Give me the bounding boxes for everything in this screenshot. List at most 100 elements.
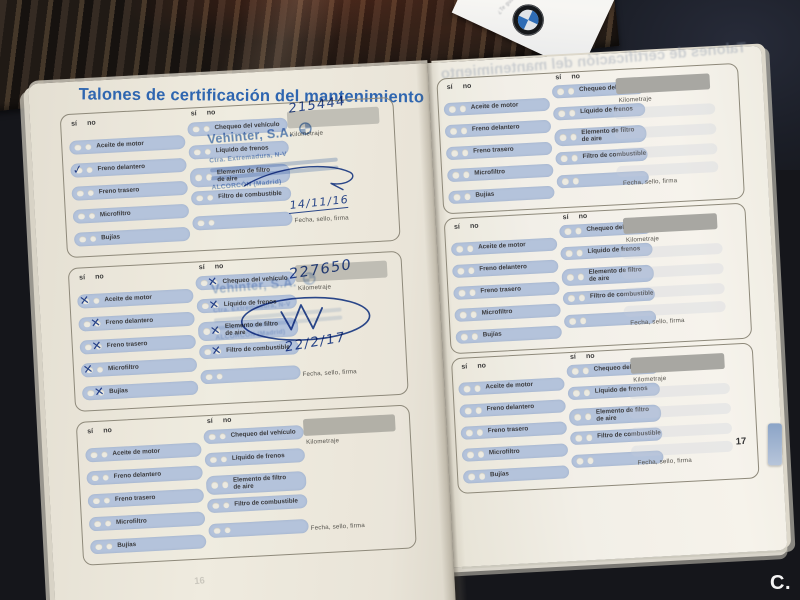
checkbox-circle-no <box>583 389 591 397</box>
item-label: Freno trasero <box>487 425 529 435</box>
bleedthrough-row <box>623 300 726 318</box>
date-seal-signature-label: Fecha, sello, firma <box>294 214 349 225</box>
checkbox-circle-no <box>207 219 215 227</box>
item-label: Elemento de filtro de aire <box>232 473 287 491</box>
checkbox-circle-si <box>558 110 565 118</box>
checklist-row: Bujías <box>455 325 563 344</box>
signature <box>232 289 377 348</box>
x-mark: ✕ <box>81 361 95 377</box>
item-label: Aceite de motor <box>477 241 526 251</box>
yes-label-right-col: sí <box>190 110 197 118</box>
bmw-roundel-icon <box>298 122 313 141</box>
item-label: Microfiltro <box>474 168 506 177</box>
checkbox-circle-no <box>477 450 485 458</box>
checklist-row: Bujías <box>448 185 555 205</box>
no-label-right-col: no <box>585 352 595 361</box>
checkbox-circle-si <box>87 389 94 397</box>
checkbox-circle-si <box>196 194 203 202</box>
no-label-right-col: no <box>571 73 581 81</box>
item-label: Bujías <box>482 330 502 339</box>
checkbox-circle-si <box>565 250 573 257</box>
checkbox-circle-si <box>208 433 216 441</box>
checkbox-circle-si <box>574 413 581 421</box>
no-label-right-col: no <box>214 263 224 271</box>
checklist-row: Elemento de filtro de aire <box>205 471 307 496</box>
kilometraje-label: Kilometraje <box>625 235 660 244</box>
checkbox-circle-si <box>465 429 473 437</box>
checkbox-circle-si <box>77 212 85 220</box>
checkbox-circle-no <box>92 297 100 305</box>
checkbox-circle-no <box>584 413 592 421</box>
no-label-right-col: no <box>222 416 232 425</box>
checklist-row: Freno delantero <box>70 157 187 178</box>
checkbox-circle-si <box>468 473 475 481</box>
checkbox-circle-no <box>579 317 587 325</box>
checkbox-circle-si <box>211 481 218 489</box>
item-label: Microfiltro <box>481 308 513 317</box>
item-label: Bujías <box>100 233 121 242</box>
checkbox-circle-no <box>468 289 476 296</box>
checkbox-circle-no <box>104 520 112 527</box>
checkbox-circle-si <box>576 457 584 465</box>
checkbox-circle-no <box>206 194 214 202</box>
yes-label-left-col: sí <box>70 120 78 128</box>
no-label-left-col: no <box>95 273 104 281</box>
stamp-name-row: Vehinter, S.A. <box>207 116 380 149</box>
checklist-row <box>200 365 301 385</box>
checklist-row: Freno trasero <box>445 141 553 161</box>
checkbox-circle-si <box>74 144 82 151</box>
item-label: Bujías <box>489 470 510 479</box>
date-seal-signature-label: Fecha, sello, firma <box>630 316 685 327</box>
checkbox-circle-si <box>561 178 569 185</box>
item-label: Microfiltro <box>107 363 139 372</box>
checkbox-circle-no <box>475 406 482 414</box>
item-label: Bujías <box>109 386 129 395</box>
checklist-row: Líquido de frenos <box>204 448 306 468</box>
checkbox-circle-no <box>87 189 94 197</box>
yes-label-right-col: sí <box>569 353 577 362</box>
checkbox-circle-si <box>457 267 465 275</box>
checkbox-circle-no <box>473 384 481 392</box>
no-label-left-col: no <box>477 362 487 370</box>
checkbox-circle-no <box>223 526 231 534</box>
checkbox-circle-si <box>564 228 572 235</box>
kilometraje-label: Kilometraje <box>618 95 652 105</box>
checklist-row: Aceite de motor <box>69 134 186 155</box>
checkbox-circle-si <box>556 88 564 96</box>
bmw-card: ¿Te gusta conducir? <box>451 0 631 73</box>
open-maintenance-booklet: Talones de certificación del mantenimien… <box>28 39 789 600</box>
checkbox-circle-si <box>452 171 460 179</box>
checkbox-circle-no <box>88 212 96 220</box>
item-label: Microfiltro <box>115 517 147 526</box>
right-page: Talones de certificación del mantenimien… <box>427 39 788 568</box>
checkbox-circle-si <box>205 373 213 381</box>
checkbox-circle-si <box>560 155 568 162</box>
checkbox-circle-no <box>577 273 585 281</box>
dealer-stamp: Vehinter, S.A. Ctra. Extremadura, N-V ALCO… <box>207 116 384 192</box>
checkbox-circle-si <box>201 302 209 310</box>
checkbox-circle-si <box>456 245 463 253</box>
yes-label-left-col: sí <box>453 223 461 231</box>
certification-voucher: sí no sí no Aceite de motor Freno delantero Fr… <box>450 342 760 495</box>
stamp-name-row: Vehinter, S.A. <box>211 266 384 299</box>
bmw-roundel-icon <box>506 0 550 42</box>
checkbox-circle-si <box>83 320 91 328</box>
bleedthrough-row <box>616 160 719 178</box>
checkbox-circle-si <box>92 497 100 505</box>
checklist-row <box>192 211 293 231</box>
checklist-row: Microfiltro <box>72 203 190 224</box>
x-mark: ✕ <box>210 342 223 359</box>
checklist-row <box>208 518 309 539</box>
checkbox-circle-si <box>93 520 101 528</box>
checkbox-circle-si <box>76 190 84 197</box>
checkbox-circle-si <box>209 456 217 464</box>
checklist-row: Microfiltro <box>80 357 198 378</box>
checklist-row: Microfiltro <box>88 511 206 532</box>
checklist-row: Chequeo del vehículo <box>203 425 304 445</box>
checkbox-circle-no <box>221 481 229 489</box>
kilometraje-label: Kilometraje <box>633 374 667 384</box>
checkbox-circle-no <box>96 366 104 374</box>
checklist-row: Filtro de combustible <box>206 493 308 514</box>
checkbox-circle-no <box>470 311 477 318</box>
